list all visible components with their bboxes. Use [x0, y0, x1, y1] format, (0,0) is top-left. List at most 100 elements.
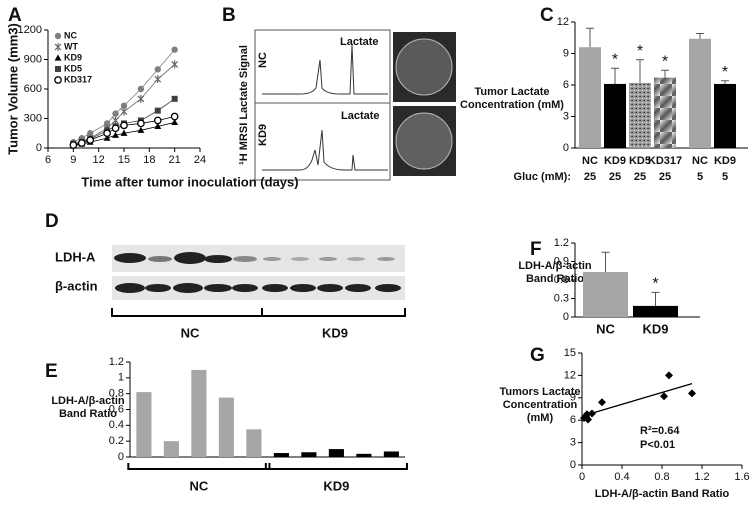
y-axis-label: Tumor Lactate [475, 86, 550, 98]
error-bar [651, 291, 660, 306]
panel-d: D LDH-A β-actin NC KD9 [45, 211, 406, 340]
legend-marker [54, 43, 62, 51]
y-tick-label: 12 [564, 369, 576, 381]
bar [633, 305, 678, 317]
point [660, 392, 668, 401]
bar [191, 369, 207, 457]
point [120, 107, 128, 116]
bar [383, 451, 399, 457]
x-axis-label: LDH-A/β-actin Band Ratio [595, 488, 730, 500]
y-tick-label: 0 [563, 142, 569, 154]
legend-label: KD317 [64, 74, 92, 84]
point [86, 136, 95, 144]
peak-label: Lactate [340, 36, 379, 48]
point [154, 122, 162, 129]
bar [654, 77, 676, 148]
bar [689, 38, 711, 148]
y-axis-label: Tumor Volume (mm3) [5, 23, 20, 155]
annotation: R²=0.64 [640, 425, 680, 437]
y-tick-label: 0 [570, 459, 576, 471]
y-axis-label: (mM) [527, 412, 554, 424]
annotation: P<0.01 [640, 439, 675, 451]
point [120, 121, 128, 130]
group-label: KD9 [322, 325, 348, 340]
point [137, 85, 145, 93]
point [153, 116, 162, 125]
y-tick-label: 1.2 [109, 356, 124, 368]
y-tick-label: 3 [570, 437, 576, 449]
y-tick-label: 9 [563, 47, 569, 59]
y-tick-label: 0.4 [109, 419, 124, 431]
point [103, 120, 111, 127]
y-tick-label: 300 [24, 112, 42, 124]
x-group-label: 25 [634, 171, 646, 183]
mri-tumor [395, 38, 453, 96]
error-bar [636, 59, 644, 83]
x-group-label: 25 [584, 171, 596, 183]
point [77, 139, 86, 147]
legend-label: WT [64, 41, 78, 51]
x-tick-label: 12 [93, 154, 105, 166]
y-axis-label: Band Ratio [526, 273, 584, 285]
y-tick-label: 9 [570, 392, 576, 404]
point [583, 410, 591, 419]
y-tick-label: 3 [563, 110, 569, 122]
x-tick-label: 6 [45, 154, 51, 166]
y-tick-label: 1 [118, 372, 124, 384]
point [137, 126, 145, 133]
x-group-label: 25 [609, 171, 621, 183]
point [69, 141, 78, 149]
point [137, 119, 145, 128]
panel-label: A [8, 5, 22, 26]
row-label: NC [257, 52, 269, 68]
x-tick-label: NC [596, 321, 615, 336]
point [112, 110, 119, 117]
y-axis-label: Concentration (mM) [460, 99, 564, 111]
y-tick-label: 0.6 [554, 274, 569, 286]
x-tick-label: NC [692, 155, 708, 167]
row-label: KD9 [257, 124, 269, 146]
x-axis-label: Time after tumor inoculation (days) [81, 174, 298, 189]
error-bar [661, 69, 669, 78]
bar [301, 452, 317, 457]
y-tick-label: 0.2 [109, 435, 124, 447]
x-tick-label: 1.6 [734, 471, 749, 483]
x-tick-label: 18 [143, 154, 155, 166]
y-tick-label: 0.3 [554, 292, 569, 304]
error-bar [586, 27, 594, 48]
point [170, 112, 179, 121]
y-tick-label: 0.6 [109, 403, 124, 415]
error-bar [601, 251, 610, 272]
panel-label: C [540, 5, 554, 26]
group-bracket [111, 308, 406, 317]
significance-marker: * [612, 51, 618, 68]
bar [714, 83, 736, 148]
group-label: NC [189, 478, 208, 493]
point [665, 371, 673, 380]
legend-label: KD5 [64, 63, 82, 73]
point [588, 409, 596, 418]
legend-marker [54, 76, 62, 84]
y-tick-label: 0 [36, 142, 42, 154]
bar [604, 83, 626, 148]
y-tick-label: 0 [118, 451, 124, 463]
point [598, 398, 606, 407]
error-bar [611, 67, 619, 84]
x-tick-label: 0 [579, 471, 585, 483]
legend-marker [54, 32, 62, 40]
band-label: LDH-A [55, 249, 96, 264]
point [112, 131, 119, 138]
bar [136, 392, 152, 457]
y-axis-label: Concentration [503, 399, 578, 411]
y-axis-label: ¹H MRSI Lactate Signal [238, 45, 250, 165]
significance-marker: * [662, 54, 668, 71]
legend-label: KD9 [64, 52, 82, 62]
x-tick-label: KD317 [648, 155, 682, 167]
point [137, 94, 145, 103]
significance-marker: * [637, 43, 643, 60]
y-tick-label: 900 [24, 53, 42, 65]
point [154, 66, 161, 73]
x-tick-label: KD9 [714, 155, 736, 167]
peak-label: Lactate [341, 110, 380, 122]
y-tick-label: 1200 [18, 24, 42, 36]
